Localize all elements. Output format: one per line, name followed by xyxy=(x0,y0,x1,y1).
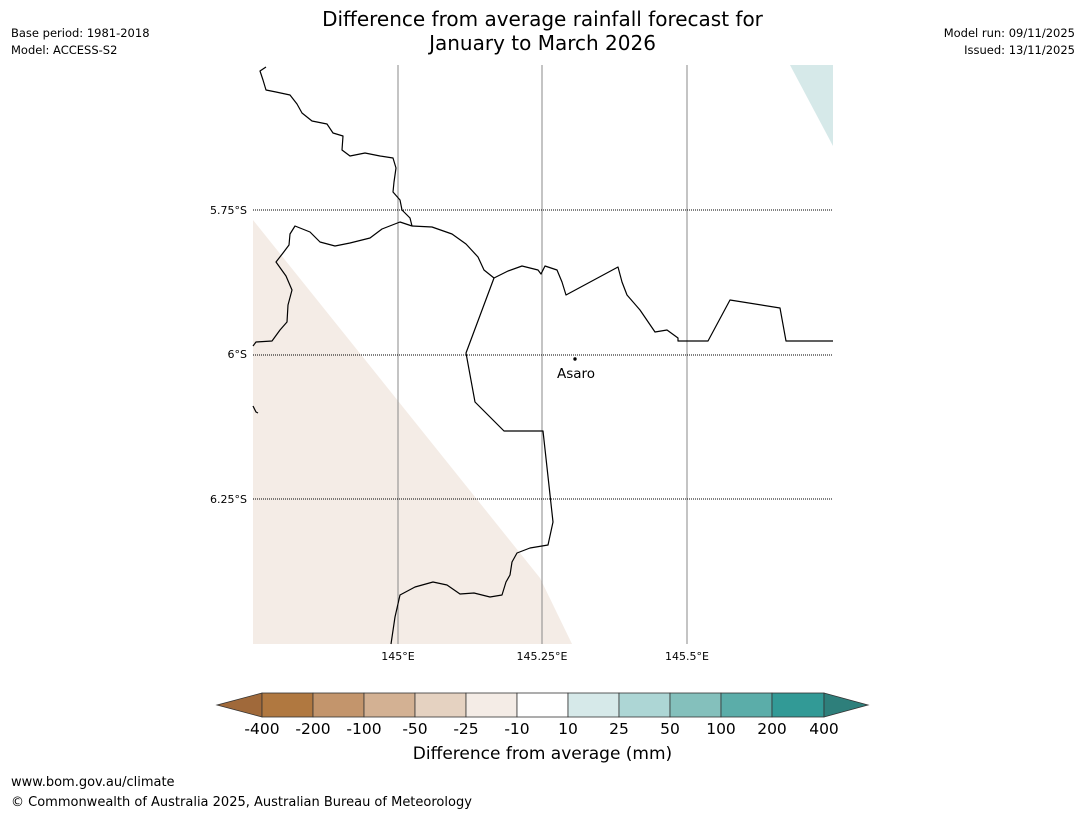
colorbar-tick: -100 xyxy=(346,720,382,738)
header-meta-left: Base period: 1981-2018 Model: ACCESS-S2 xyxy=(11,25,150,59)
wet-shading-region xyxy=(790,65,833,146)
boundary-north-east xyxy=(411,225,833,342)
colorbar-bin xyxy=(669,692,722,718)
colorbar-bin xyxy=(312,692,365,718)
colorbar-tick: 200 xyxy=(757,720,787,738)
model-run-text: Model run: 09/11/2025 xyxy=(943,26,1075,40)
base-period-text: Base period: 1981-2018 xyxy=(11,26,150,40)
asaro-label: Asaro xyxy=(557,366,595,382)
model-text: Model: ACCESS-S2 xyxy=(11,43,118,57)
footer-copyright: © Commonwealth of Australia 2025, Austra… xyxy=(11,795,472,810)
lat-label-6-25: 6.25°S xyxy=(210,493,247,506)
dry-shading-region xyxy=(253,220,572,644)
map-title: Difference from average rainfall forecas… xyxy=(0,7,1085,55)
colorbar-tick: -400 xyxy=(244,720,280,738)
colorbar-tick: -10 xyxy=(504,720,530,738)
colorbar-bin xyxy=(261,692,314,718)
colorbar-tick: -25 xyxy=(453,720,479,738)
title-line-2: January to March 2026 xyxy=(429,31,656,55)
boundary-west xyxy=(252,221,413,347)
issued-text: Issued: 13/11/2025 xyxy=(964,43,1075,57)
colorbar-bin xyxy=(363,692,416,718)
colorbar-bin xyxy=(465,692,518,718)
longitude-labels: 145°E 145.25°E 145.5°E xyxy=(381,650,709,663)
lon-label-145-5: 145.5°E xyxy=(665,650,709,663)
colorbar-arrow-low xyxy=(215,692,263,718)
boundary-north xyxy=(259,66,413,227)
title-line-1: Difference from average rainfall forecas… xyxy=(322,7,763,31)
colorbar-bin xyxy=(516,692,569,718)
colorbar-bin xyxy=(720,692,773,718)
colorbar-tick: -200 xyxy=(295,720,331,738)
boundary-interior xyxy=(390,277,554,645)
colorbar-title: Difference from average (mm) xyxy=(412,744,673,764)
latitude-labels: 5.75°S 6°S 6.25°S xyxy=(210,204,247,506)
asaro-marker xyxy=(573,357,577,361)
colorbar-tick: 400 xyxy=(809,720,839,738)
colorbar-tick: 25 xyxy=(609,720,629,738)
colorbar-bin xyxy=(414,692,467,718)
boundary-west-fragment xyxy=(252,405,259,414)
lon-label-145: 145°E xyxy=(381,650,414,663)
colorbar-tick: 100 xyxy=(706,720,736,738)
lat-label-6: 6°S xyxy=(228,348,247,361)
lon-label-145-25: 145.25°E xyxy=(517,650,568,663)
colorbar-tick: 50 xyxy=(660,720,680,738)
header-meta-right: Model run: 09/11/2025 Issued: 13/11/2025 xyxy=(944,25,1075,59)
colorbar-tick: -50 xyxy=(402,720,428,738)
colorbar-tick: 10 xyxy=(558,720,578,738)
parallel-lines xyxy=(253,209,833,500)
colorbar-bin xyxy=(567,692,620,718)
lat-label-5-75: 5.75°S xyxy=(210,204,247,217)
colorbar xyxy=(215,692,870,718)
footer-url: www.bom.gov.au/climate xyxy=(11,775,175,790)
province-boundaries xyxy=(252,66,833,645)
colorbar-bin xyxy=(618,692,671,718)
colorbar-arrow-high xyxy=(823,692,870,718)
colorbar-bin xyxy=(771,692,825,718)
